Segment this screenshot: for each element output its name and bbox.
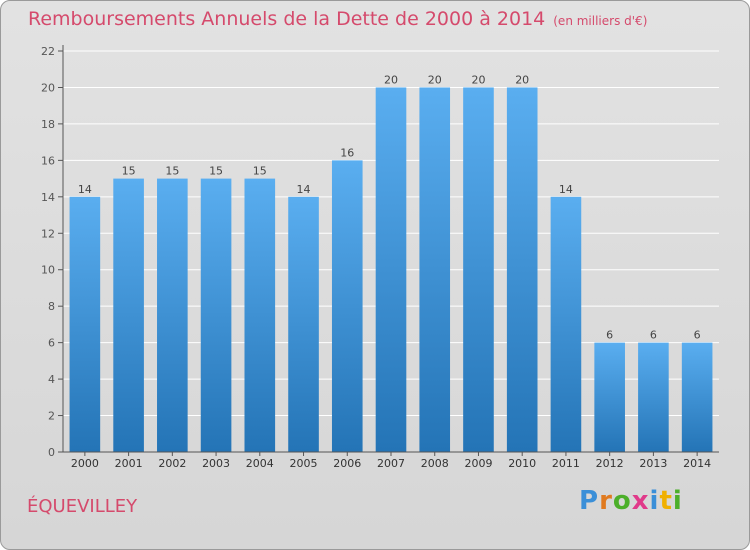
y-tick-label: 8 [48,300,55,313]
logo-letter: P [579,486,600,516]
y-tick-label: 0 [48,446,55,459]
bar-2010 [506,87,538,453]
x-tick-label-2003: 2003 [202,457,230,470]
bar-2007 [375,87,407,453]
y-tick-label: 18 [41,118,55,131]
bar-2003 [200,178,232,452]
bar-2005 [288,196,319,452]
x-tick-label-2000: 2000 [71,457,99,470]
logo-letter: r [599,486,613,516]
data-label-2012: 6 [606,329,613,342]
logo-letter: t [659,486,673,516]
bar-2013 [638,342,669,452]
data-label-2014: 6 [694,329,701,342]
x-tick-label-2014: 2014 [683,457,711,470]
x-tick-label-2001: 2001 [115,457,143,470]
bar-2000 [69,196,101,452]
bar-2012 [594,342,625,452]
bar-2008 [419,87,451,453]
x-tick-label-2007: 2007 [377,457,405,470]
chart-title: Remboursements Annuels de la Dette de 20… [28,8,647,30]
y-tick-label: 16 [41,154,55,167]
bar-2004 [244,178,276,452]
proxiti-logo: Proxiti [579,486,683,516]
y-tick-label: 6 [48,337,55,350]
bar-2001 [113,178,144,452]
unit-label: (en milliers d'€) [553,14,648,28]
data-label-2002: 15 [165,165,179,178]
y-tick-label: 14 [41,191,55,204]
bar-2014 [681,342,713,452]
commune-name: ÉQUEVILLEY [27,496,138,517]
data-label-2010: 20 [515,73,529,86]
x-tick-label-2004: 2004 [246,457,274,470]
data-label-2009: 20 [471,73,485,86]
y-tick-label: 12 [41,227,55,240]
y-tick-label: 10 [41,264,55,277]
x-tick-label-2012: 2012 [596,457,624,470]
data-label-2001: 15 [122,165,136,178]
data-label-2013: 6 [650,329,657,342]
logo-letter: i [672,486,683,516]
data-label-2007: 20 [384,73,398,86]
bar-2006 [331,160,363,452]
data-label-2003: 15 [209,165,223,178]
x-tick-label-2006: 2006 [333,457,361,470]
bar-2011 [550,196,582,452]
x-tick-label-2005: 2005 [290,457,318,470]
data-label-2005: 14 [297,183,311,196]
logo-letter: o [612,486,632,516]
title-text: Remboursements Annuels de la Dette de 20… [28,8,546,30]
logo-letter: x [631,486,650,516]
y-tick-label: 22 [41,45,55,58]
y-tick-label: 20 [41,81,55,94]
y-tick-label: 2 [48,410,55,423]
x-tick-label-2008: 2008 [421,457,449,470]
data-label-2000: 14 [78,183,92,196]
x-tick-label-2013: 2013 [639,457,667,470]
logo-letter: i [649,486,660,516]
x-tick-label-2011: 2011 [552,457,580,470]
x-tick-label-2002: 2002 [158,457,186,470]
data-label-2008: 20 [428,73,442,86]
data-label-2011: 14 [559,183,573,196]
data-label-2004: 15 [253,165,267,178]
bar-2009 [463,87,494,453]
bar-2002 [157,178,188,452]
y-tick-label: 4 [48,373,55,386]
x-tick-label-2009: 2009 [464,457,492,470]
data-label-2006: 16 [340,146,354,159]
x-tick-label-2010: 2010 [508,457,536,470]
